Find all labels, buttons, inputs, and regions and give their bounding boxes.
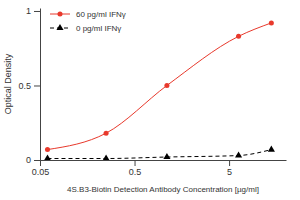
x-tick-label: 5 — [227, 167, 232, 177]
series-line — [47, 150, 271, 159]
series-marker — [104, 131, 109, 136]
x-tick-mark — [229, 160, 230, 166]
legend-item: 60 pg/ml IFNγ — [50, 10, 126, 19]
chart: 0.050.5500.5160 pg/ml IFNγ0 pg/ml IFNγ4S… — [0, 0, 300, 200]
y-tick-label: 0.5 — [18, 81, 31, 91]
series-marker — [235, 151, 242, 157]
x-axis-line — [41, 160, 287, 161]
plot: 0.050.5500.5160 pg/ml IFNγ0 pg/ml IFNγ — [18, 6, 286, 177]
series-line — [47, 23, 271, 150]
legend-item: 0 pg/ml IFNγ — [50, 24, 121, 33]
y-tick: 1 — [26, 6, 40, 16]
x-tick-mark — [135, 160, 136, 166]
series-marker — [164, 83, 169, 88]
x-axis: 0.05 0.5 5 — [32, 160, 287, 177]
x-tick: 5 — [227, 160, 232, 177]
legend: 60 pg/ml IFNγ 0 pg/ml IFNγ — [50, 10, 126, 33]
x-tick: 0.5 — [129, 160, 142, 177]
series-marker — [103, 154, 110, 160]
y-tick-mark — [34, 85, 40, 86]
legend-marker — [57, 11, 62, 16]
data-area — [44, 20, 275, 160]
series-marker — [163, 153, 170, 159]
series-marker — [45, 147, 50, 152]
series-marker — [268, 145, 275, 151]
y-axis: 00.51 — [18, 6, 40, 165]
x-tick: 0.05 — [32, 160, 50, 177]
x-tick-label: 0.5 — [129, 167, 142, 177]
y-tick-label: 1 — [26, 6, 31, 16]
y-axis-title: Optical Density — [3, 53, 13, 114]
series-marker — [269, 20, 274, 25]
legend-label: 0 pg/ml IFNγ — [76, 24, 121, 33]
x-tick-label: 0.05 — [32, 167, 50, 177]
y-tick-mark — [34, 11, 40, 12]
legend-label: 60 pg/ml IFNγ — [76, 10, 126, 19]
x-axis-title: 4S.B3-Biotin Detection Antibody Concentr… — [67, 185, 259, 194]
y-axis-line — [40, 9, 41, 161]
series-marker — [44, 154, 51, 160]
y-tick: 0.5 — [18, 81, 40, 91]
y-tick: 0 — [26, 155, 40, 165]
legend-marker — [56, 24, 63, 30]
x-tick-mark — [40, 160, 41, 166]
y-tick-mark — [34, 160, 40, 161]
y-tick-label: 0 — [26, 155, 31, 165]
series-marker — [236, 34, 241, 39]
